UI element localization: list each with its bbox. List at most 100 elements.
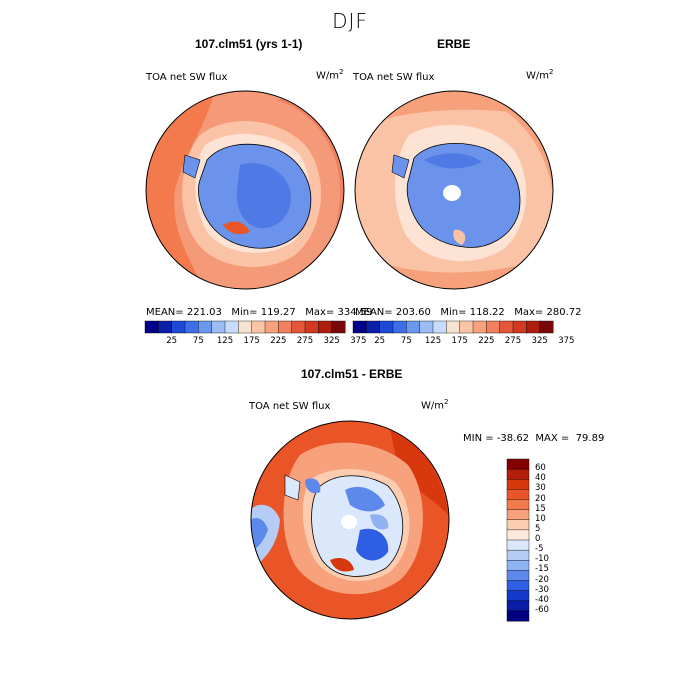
colorbar-swatch [224,320,239,334]
colorbar-tick-label: 325 [531,336,548,346]
panel2-colorbar-ticks: 25 75 125 175 225 275 325 375 [353,336,574,348]
colorbar-tick-label: 275 [296,336,314,346]
colorbar-tick-label: 60 [535,463,546,474]
colorbar-tick-label: -40 [535,594,549,605]
colorbar-swatch [506,499,530,511]
panel2-polar-map [354,90,554,290]
panel2-map-border [354,90,554,290]
colorbar-swatch [506,519,530,531]
colorbar-swatch [251,320,266,334]
panel2-colorbar [352,320,554,334]
panel3-minmax: MIN = -38.62 MAX = 79.89 [463,433,605,444]
colorbar-swatch [506,560,530,571]
colorbar-swatch [419,320,434,334]
panel3-ne-dark [390,430,448,515]
panel1-ross-sea-patch [223,221,250,235]
panel3-polar-map [250,420,450,620]
colorbar-swatch [506,590,530,602]
colorbar-swatch [512,320,527,334]
colorbar-swatch [539,320,554,334]
colorbar-tick-label: 125 [424,336,442,346]
colorbar-swatch [318,320,333,334]
colorbar-swatch [506,610,530,622]
colorbar-tick-label: 225 [478,336,495,346]
main-title: DJF [332,9,368,33]
colorbar-swatch [499,320,514,334]
colorbar-tick-label: 375 [350,336,367,346]
panel3-ross-red [330,558,354,572]
colorbar-swatch [446,320,461,334]
panel2-east-dark-patch [424,153,482,169]
colorbar-swatch [198,320,213,334]
panel3-variable-label: TOA net SW flux [249,401,331,412]
colorbar-swatch [331,320,346,334]
panel1-units-label: W/m2 [316,68,344,82]
panel3-blue-patch-2 [356,528,389,561]
colorbar-swatch [278,320,293,334]
panel1-colorbar-ticks: 25 75 125 175 225 275 325 375 [145,336,366,348]
colorbar-swatch [506,468,530,480]
colorbar-tick-label: 175 [243,336,260,346]
colorbar-tick-label: -60 [535,604,549,615]
colorbar-tick-label: 375 [558,336,575,346]
colorbar-swatch [379,320,394,334]
panel2-variable-label: TOA net SW flux [353,72,435,83]
colorbar-tick-label: -15 [535,564,549,575]
colorbar-swatch [506,600,530,612]
colorbar-swatch [506,580,530,592]
panel3-west-blue-core [251,518,268,552]
colorbar-tick-label: 75 [400,336,412,346]
panel1-stats: MEAN= 221.03 Min= 119.27 Max= 334.59 [146,307,373,318]
colorbar-swatch [291,320,306,334]
colorbar-swatch [171,320,186,334]
colorbar-swatch [506,570,530,582]
colorbar-swatch [366,320,381,334]
colorbar-tick-label: 20 [535,493,546,504]
panel1-variable-label: TOA net SW flux [146,72,228,83]
panel3-map-border [250,420,450,620]
colorbar-tick-label: -30 [535,584,549,595]
panel3-blue-patch-1 [345,486,385,512]
colorbar-swatch [432,320,447,334]
panel2-units-label: W/m2 [526,68,554,82]
colorbar-swatch [472,320,487,334]
colorbar-swatch [506,539,530,551]
colorbar-swatch [144,320,159,334]
colorbar-tick-label: 10 [535,513,546,524]
panel1-colorbar [144,320,346,334]
colorbar-swatch [352,320,367,334]
colorbar-tick-label: 325 [323,336,340,346]
panel1-warm-region [146,91,215,289]
colorbar-swatch [506,509,530,521]
colorbar-tick-label: -10 [535,554,549,565]
panel1-peninsula [182,154,201,179]
panel2-pole-hole [443,185,461,201]
colorbar-swatch [506,489,530,501]
panel2-antarctica-land [406,143,521,248]
panel3-colorbar-ticks: 60 40 30 20 15 10 5 0 -5 -10 -15 -20 -30 -40 -60 [535,459,575,621]
colorbar-tick-label: 225 [270,336,287,346]
panel3-title: 107.clm51 - ERBE [301,367,403,381]
panel2-ross-patch [453,229,466,245]
panel3-units-label: W/m2 [421,398,449,412]
colorbar-tick-label: 30 [535,483,546,494]
panel3-colorbar [506,458,530,622]
colorbar-swatch [406,320,421,334]
panel3-pole-hole [341,515,357,529]
panel1-map-border [145,90,345,290]
panel2-stats: MEAN= 203.60 Min= 118.22 Max= 280.72 [355,307,582,318]
colorbar-swatch [459,320,474,334]
colorbar-swatch [526,320,541,334]
colorbar-swatch [392,320,407,334]
colorbar-swatch [506,549,530,561]
colorbar-swatch [304,320,319,334]
panel1-title: 107.clm51 (yrs 1-1) [195,37,303,51]
colorbar-swatch [211,320,226,334]
colorbar-tick-label: -20 [535,574,549,585]
panel1-polar-map [145,90,345,290]
colorbar-tick-label: 175 [451,336,468,346]
colorbar-swatch [486,320,501,334]
colorbar-tick-label: 40 [535,473,546,484]
panel3-peninsula [284,474,301,501]
colorbar-swatch [506,479,530,490]
